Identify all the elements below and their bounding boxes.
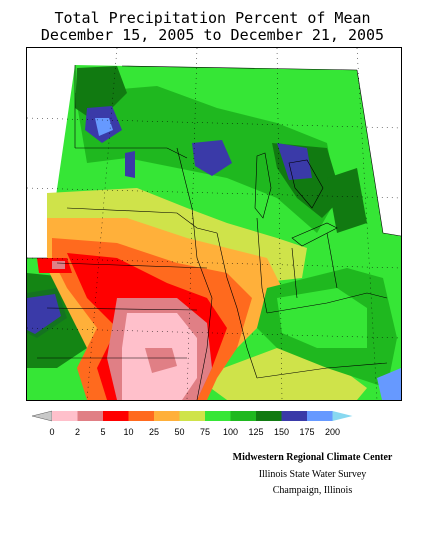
map-title: Total Precipitation Percent of Mean bbox=[54, 9, 371, 27]
zone-blue-4 bbox=[125, 151, 135, 178]
credit-survey: Illinois State Water Survey bbox=[258, 469, 367, 480]
map-date-range: December 15, 2005 to December 21, 2005 bbox=[40, 26, 385, 44]
legend-label-25: 25 bbox=[149, 427, 159, 437]
legend-label-75: 75 bbox=[200, 427, 210, 437]
legend-swatch-5 bbox=[77, 411, 103, 421]
lake-michigan bbox=[254, 152, 272, 219]
zone-blue-west-inner bbox=[27, 294, 61, 334]
legend-swatch-10 bbox=[103, 411, 129, 421]
legend-swatch-175 bbox=[281, 411, 307, 421]
zone-100-se bbox=[277, 288, 367, 348]
lake-erie bbox=[291, 222, 338, 247]
credit-location: Champaign, Illinois bbox=[272, 485, 353, 496]
legend-swatch-200 bbox=[307, 411, 333, 421]
legend-label-125: 125 bbox=[248, 427, 263, 437]
no-data-canada bbox=[122, 48, 401, 236]
legend-label-2: 2 bbox=[75, 427, 80, 437]
zone-5-west bbox=[52, 261, 65, 269]
legend-label-100: 100 bbox=[223, 427, 238, 437]
state-borders bbox=[27, 65, 401, 400]
legend-label-175: 175 bbox=[299, 427, 314, 437]
zone-blue-1b bbox=[95, 118, 113, 136]
legend-swatch-25 bbox=[128, 411, 154, 421]
legend-label-0: 0 bbox=[49, 427, 54, 437]
legend-swatch-50 bbox=[154, 411, 180, 421]
legend-over-arrow bbox=[332, 411, 353, 421]
legend-swatch-2 bbox=[52, 411, 78, 421]
legend-under-arrow bbox=[31, 410, 53, 422]
zone-blue-2 bbox=[192, 140, 232, 176]
precipitation-map bbox=[26, 47, 402, 401]
zone-175-se bbox=[377, 368, 401, 400]
legend-label-200: 200 bbox=[325, 427, 340, 437]
legend-label-5: 5 bbox=[100, 427, 105, 437]
credit-org: Midwestern Regional Climate Center bbox=[232, 452, 393, 463]
legend-label-50: 50 bbox=[174, 427, 184, 437]
zone-blue-3 bbox=[277, 143, 312, 180]
legend-label-150: 150 bbox=[274, 427, 289, 437]
zone-5-inner bbox=[145, 348, 177, 373]
lake-huron bbox=[288, 159, 324, 209]
color-legend: 0 2 5 10 25 50 75 100 125 150 175 200 bbox=[30, 410, 400, 440]
zone-150-se bbox=[327, 168, 367, 233]
legend-label-10: 10 bbox=[123, 427, 133, 437]
legend-swatch-150 bbox=[256, 411, 282, 421]
legend-swatch-125 bbox=[230, 411, 256, 421]
legend-swatch-75 bbox=[179, 411, 205, 421]
legend-swatch-100 bbox=[205, 411, 231, 421]
